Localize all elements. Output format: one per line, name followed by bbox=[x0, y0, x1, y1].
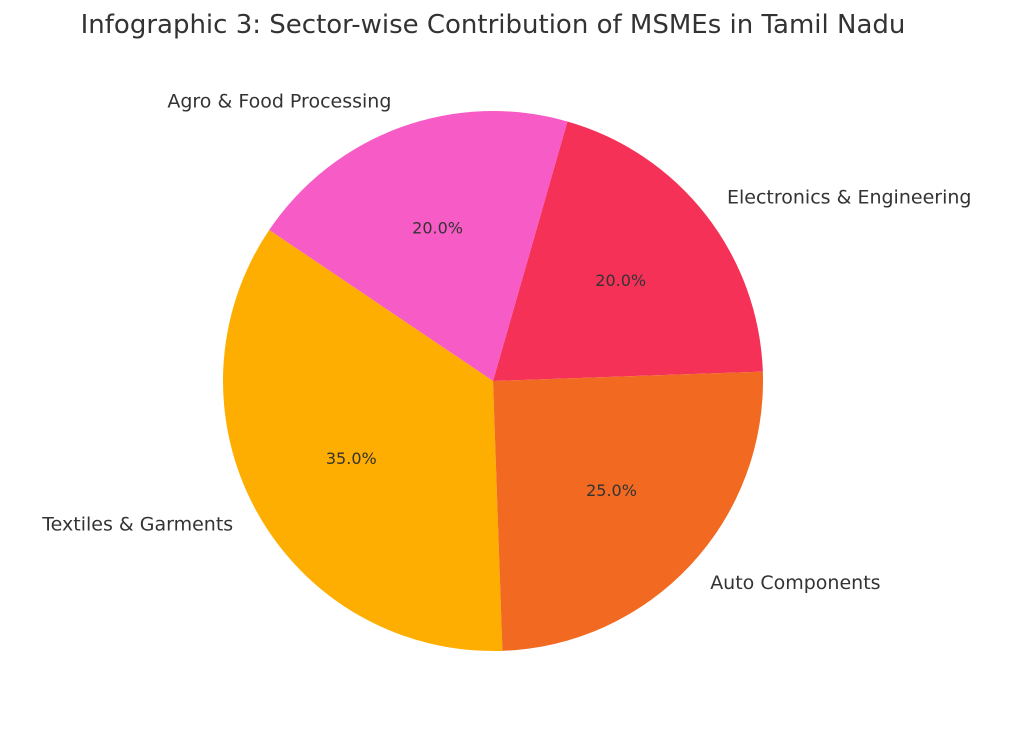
slice-percent-label: 20.0% bbox=[412, 218, 463, 237]
pie-slice bbox=[493, 371, 764, 651]
pie-slice bbox=[222, 230, 503, 652]
pie-slices bbox=[222, 111, 764, 652]
slice-label: Electronics & Engineering bbox=[727, 187, 971, 209]
slice-label: Agro & Food Processing bbox=[167, 90, 391, 112]
slice-percent-label: 35.0% bbox=[326, 449, 377, 468]
slice-percent-label: 25.0% bbox=[586, 481, 637, 500]
pie-labels: Electronics & Engineering 20.0% Agro & Foo… bbox=[41, 90, 971, 594]
slice-percent-label: 20.0% bbox=[595, 271, 646, 290]
pie-slice bbox=[269, 111, 568, 382]
chart-title: Infographic 3: Sector-wise Contribution … bbox=[81, 10, 906, 40]
slice-label: Auto Components bbox=[710, 572, 880, 594]
slice-label: Textiles & Garments bbox=[41, 514, 233, 536]
pie-slice bbox=[493, 121, 763, 382]
